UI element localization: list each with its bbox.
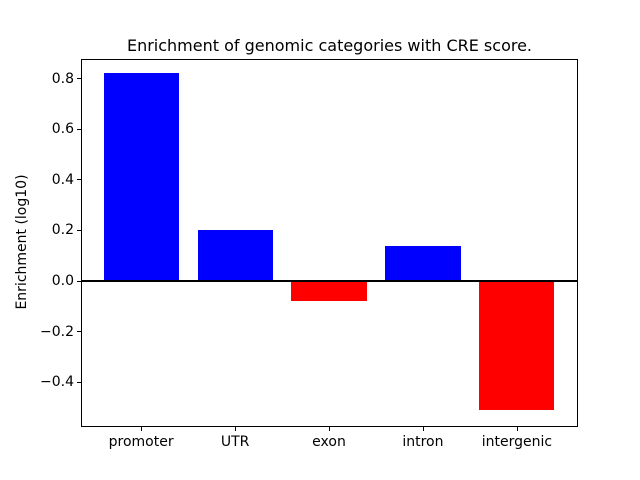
x-tick-label-intron: intron — [402, 434, 444, 450]
y-tick — [77, 331, 81, 333]
x-tick-label-UTR: UTR — [220, 434, 250, 450]
y-tick — [77, 128, 81, 130]
x-tick-label-intergenic: intergenic — [481, 434, 553, 450]
chart-title: Enrichment of genomic categories with CR… — [126, 36, 533, 55]
y-tick — [77, 78, 81, 79]
bar-intron — [385, 245, 461, 281]
plot-area — [81, 59, 578, 427]
bar-intergenic — [479, 281, 555, 411]
x-tick-label-exon: exon — [312, 434, 346, 450]
zero-line — [81, 280, 578, 282]
x-tick — [422, 427, 424, 431]
y-tick — [77, 229, 81, 231]
bar-UTR — [197, 230, 273, 281]
x-tick-label-promoter: promoter — [108, 434, 174, 450]
y-tick — [77, 381, 81, 383]
bar-promoter — [103, 73, 179, 281]
x-tick — [329, 427, 330, 431]
y-tick — [77, 179, 81, 181]
y-tick-label: 0.2 — [51, 222, 74, 239]
y-tick-label: 0.4 — [51, 171, 74, 188]
y-tick — [77, 280, 81, 282]
y-axis-label: Enrichment (log10) — [14, 174, 30, 310]
x-tick — [141, 427, 143, 431]
y-tick-label: 0.6 — [51, 121, 74, 138]
y-tick-label: 0.0 — [51, 273, 74, 289]
x-tick — [516, 427, 518, 431]
y-tick-label: −0.4 — [40, 374, 74, 391]
bar-exon — [291, 281, 367, 302]
y-tick-label: −0.2 — [40, 323, 74, 340]
x-tick — [235, 427, 237, 431]
y-tick-label: 0.8 — [51, 70, 74, 87]
